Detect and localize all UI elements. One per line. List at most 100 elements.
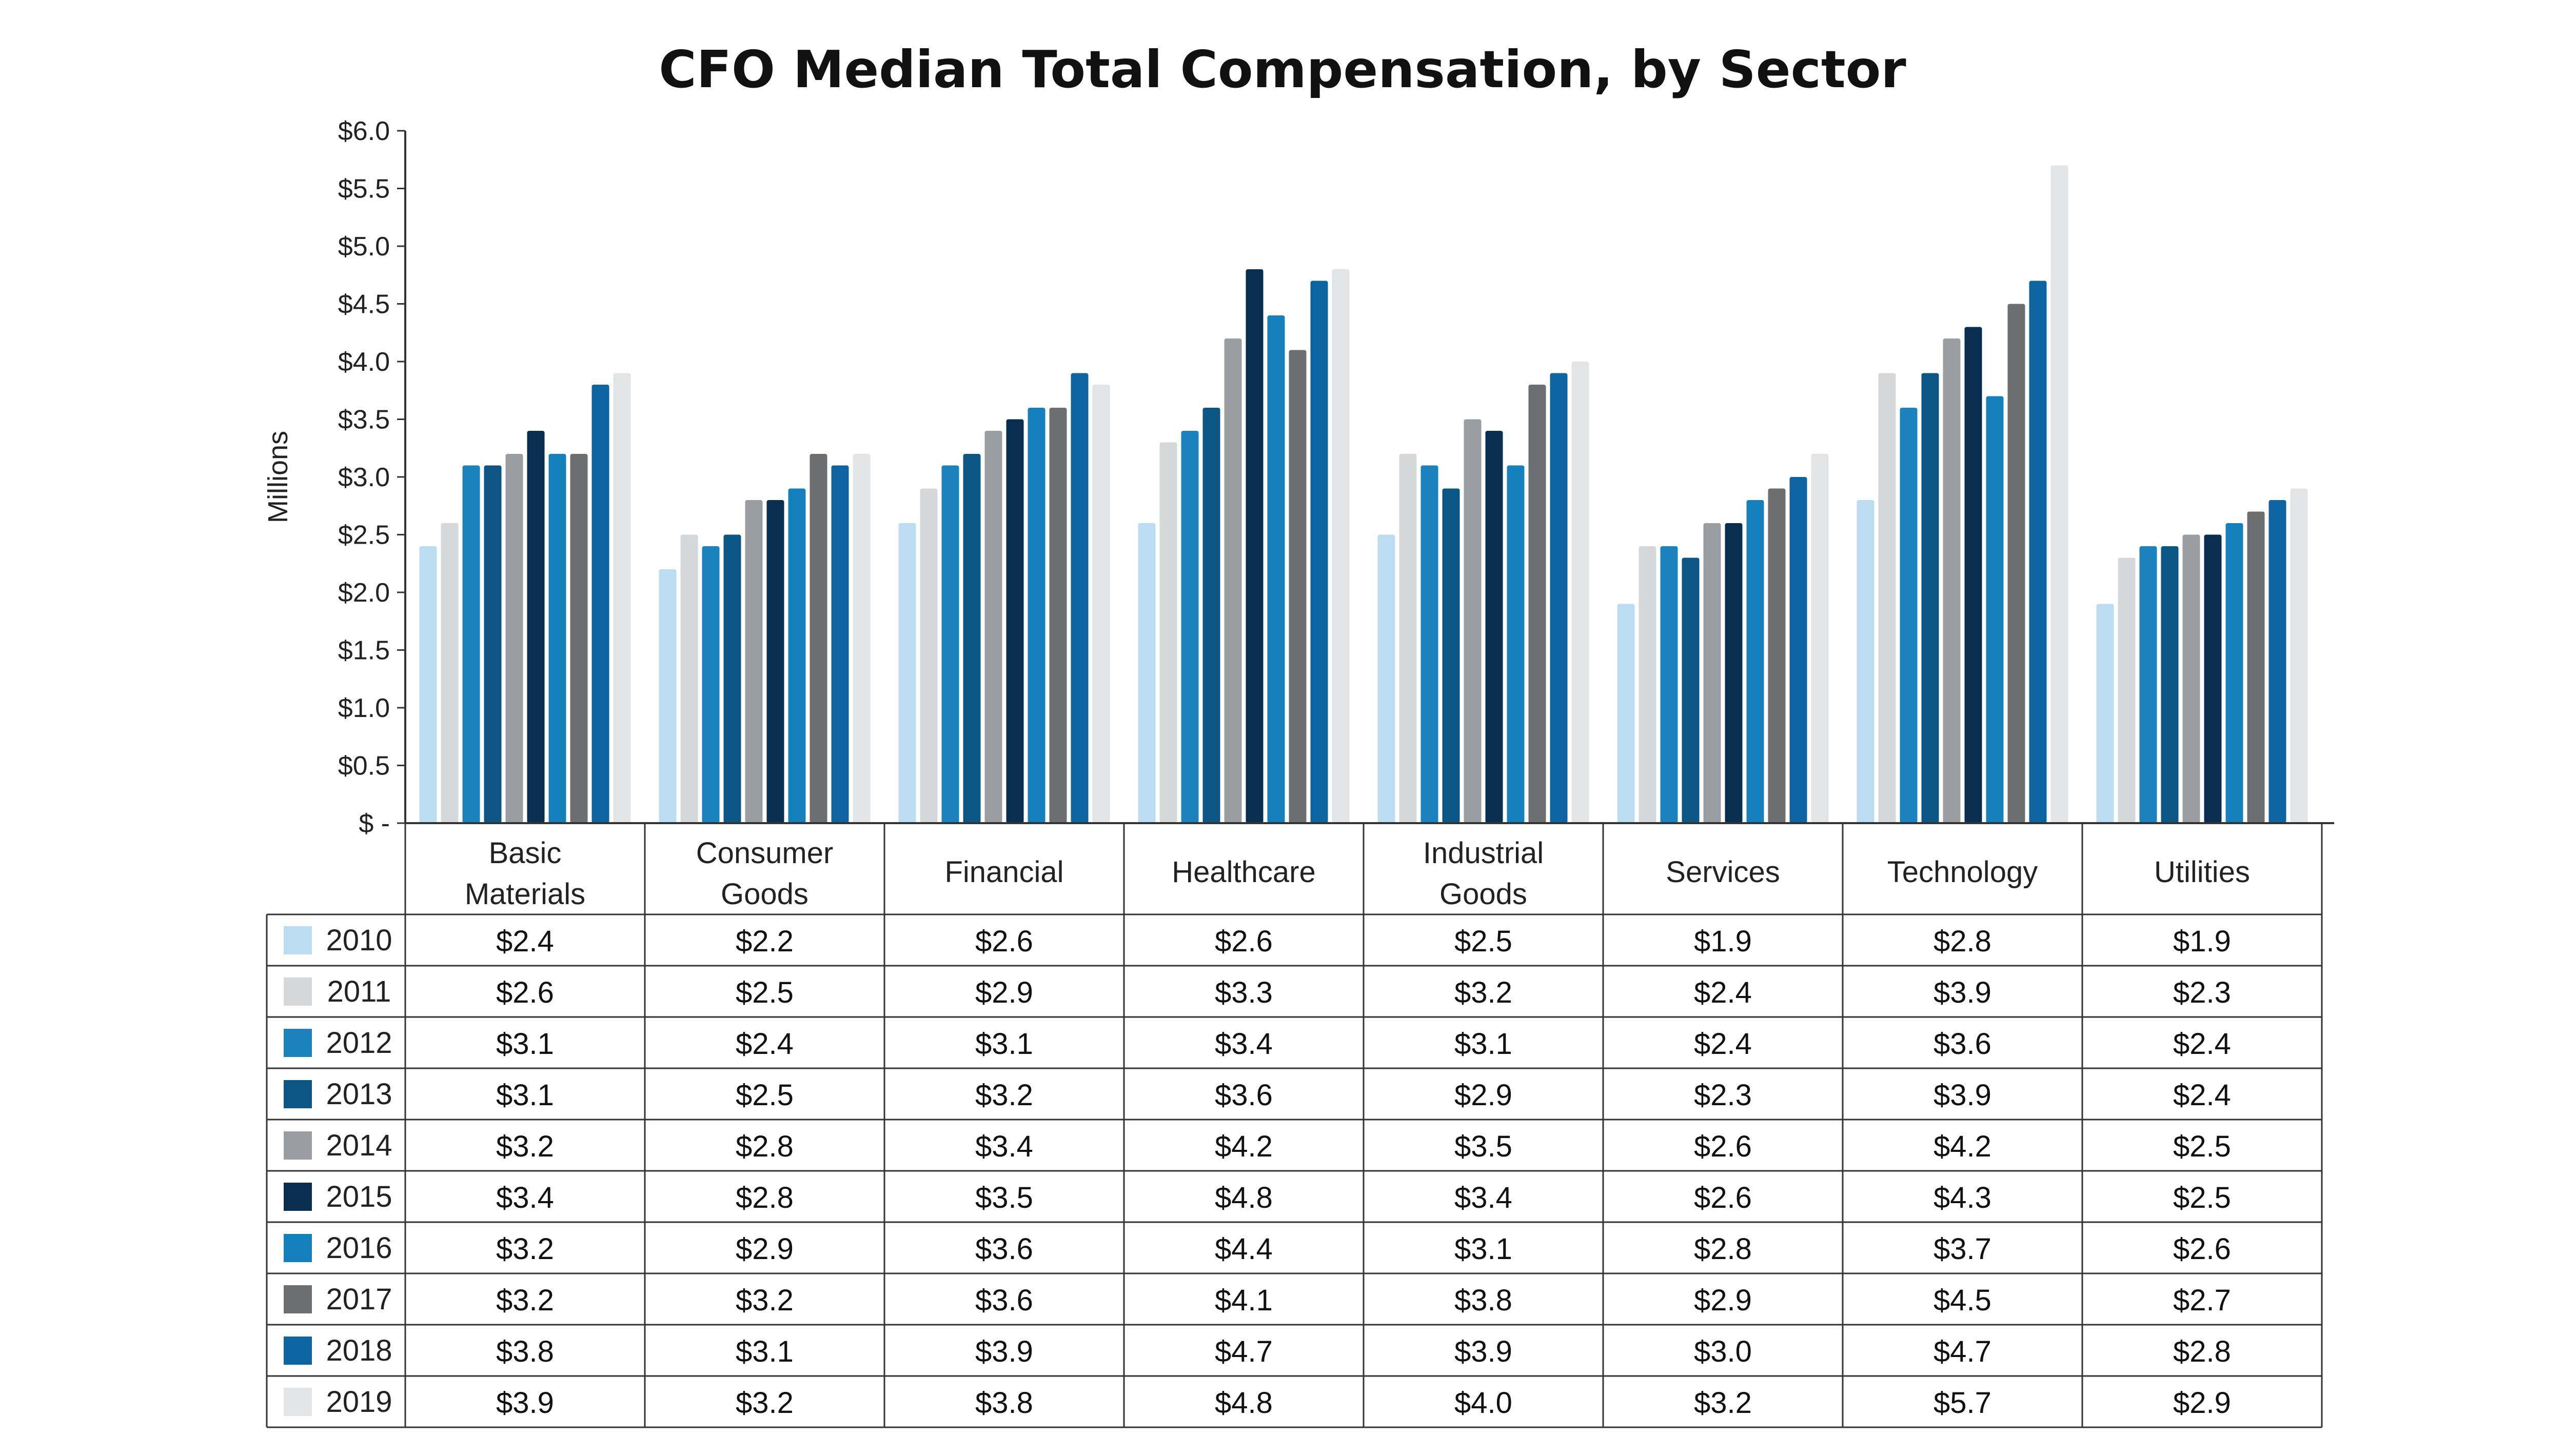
legend-year-label: 2019 [326, 1385, 392, 1419]
table-cell-value: $4.2 [1933, 1130, 1991, 1163]
bar [898, 523, 916, 823]
table-cell-value: $2.8 [1933, 925, 1991, 958]
table-cell-value: $3.3 [1215, 976, 1273, 1009]
table-cell-value: $2.5 [1454, 925, 1512, 958]
table-cell-value: $2.7 [2173, 1284, 2231, 1317]
bar [1092, 385, 1110, 823]
table-cell-value: $2.8 [736, 1130, 794, 1163]
bar [2050, 165, 2068, 823]
table-cell-value: $2.6 [2173, 1232, 2231, 1266]
bar [2204, 534, 2222, 823]
table-cell-value: $2.9 [1694, 1284, 1752, 1317]
bar [1943, 338, 1961, 823]
table-cell-value: $2.9 [736, 1232, 794, 1266]
table-cell-value: $3.5 [975, 1181, 1033, 1214]
y-tick-label: $6.0 [338, 116, 390, 146]
table-cell-value: $3.1 [736, 1335, 794, 1368]
table-cell-value: $2.4 [1694, 1027, 1752, 1061]
bar [1442, 488, 1460, 823]
table-cell-value: $4.5 [1933, 1284, 1991, 1317]
bar [1399, 454, 1417, 823]
bar [1528, 385, 1546, 823]
bar [570, 454, 588, 823]
table-cell-value: $2.4 [736, 1027, 794, 1061]
legend-year-label: 2015 [326, 1180, 392, 1213]
bar [1639, 546, 1656, 823]
bar [702, 546, 720, 823]
table-cell-value: $4.0 [1454, 1386, 1512, 1420]
table-cell-value: $3.4 [1215, 1027, 1273, 1061]
bar [1789, 477, 1807, 823]
category-label: Healthcare [1172, 855, 1315, 889]
table-cell-value: $2.6 [1215, 925, 1273, 958]
bar [1986, 396, 2004, 823]
bar [984, 431, 1002, 823]
category-label-line: Consumer [696, 836, 834, 870]
category-label-line: Services [1666, 855, 1780, 889]
legend-swatch [284, 1183, 312, 1211]
bar [1571, 362, 1589, 823]
table-cell-value: $3.1 [496, 1027, 554, 1061]
legend-swatch [284, 926, 312, 954]
category-label: Financial [944, 855, 1063, 889]
bar [419, 546, 437, 823]
bar [1507, 465, 1525, 823]
table-cell-value: $3.6 [1933, 1027, 1991, 1061]
table-cell-value: $3.1 [496, 1079, 554, 1112]
bar [1682, 557, 1700, 823]
y-tick-label: $5.0 [338, 232, 390, 262]
bar [441, 523, 459, 823]
table-cell-value: $3.6 [975, 1284, 1033, 1317]
bar [591, 385, 609, 823]
bar [484, 465, 502, 823]
bar [1377, 534, 1395, 823]
bar [2139, 546, 2157, 823]
bar [2096, 604, 2114, 823]
table-cell-value: $2.4 [1694, 976, 1752, 1009]
table-cell-value: $2.9 [975, 976, 1033, 1009]
legend-year-label: 2011 [327, 975, 391, 1008]
table-cell-value: $3.9 [1933, 976, 1991, 1009]
table-cell-value: $2.9 [2173, 1386, 2231, 1420]
table-cell-value: $3.2 [496, 1130, 554, 1163]
table-cell-value: $1.9 [2173, 925, 2231, 958]
legend-year-label: 2010 [326, 924, 392, 957]
legend-swatch [284, 1131, 312, 1160]
bar [1900, 408, 1918, 823]
table-cell-value: $2.8 [1694, 1232, 1752, 1266]
table-cell-value: $2.4 [2173, 1079, 2231, 1112]
table-cell-value: $4.7 [1933, 1335, 1991, 1368]
bar [527, 431, 545, 823]
bar [1485, 431, 1503, 823]
category-label-line: Utilities [2154, 855, 2250, 889]
bar [548, 454, 566, 823]
bar [1964, 327, 1982, 823]
table-cell-value: $3.2 [496, 1284, 554, 1317]
table-cell-value: $4.1 [1215, 1284, 1273, 1317]
bar [680, 534, 698, 823]
table-cell-value: $3.2 [736, 1386, 794, 1420]
bar [1746, 500, 1764, 823]
category-label-line: Healthcare [1172, 855, 1315, 889]
legend-swatch [284, 978, 312, 1006]
y-tick-label: $4.0 [338, 347, 390, 377]
bar [920, 488, 938, 823]
table-cell-value: $3.8 [1454, 1284, 1512, 1317]
category-label: Technology [1887, 855, 2038, 889]
legend-swatch [284, 1337, 312, 1365]
bar [1202, 408, 1220, 823]
table-cell-value: $3.4 [975, 1130, 1033, 1163]
legend-year-label: 2016 [326, 1231, 392, 1265]
bar [1768, 488, 1786, 823]
table-cell-value: $3.2 [975, 1079, 1033, 1112]
y-tick-label: $0.5 [338, 751, 390, 781]
bar [1857, 500, 1875, 823]
y-tick-label: $2.5 [338, 521, 390, 550]
y-axis: $ - $0.5 $1.0 $1.5 $2.0 $2.5 $3.0 $3.5 $4.0 $4.5 $… [338, 116, 406, 839]
legend-swatch [284, 1080, 312, 1108]
table-cell-value: $3.8 [975, 1386, 1033, 1420]
table-cell-value: $3.9 [496, 1386, 554, 1420]
bar [1550, 373, 1568, 823]
bar [2290, 488, 2308, 823]
table-cell-value: $3.6 [1215, 1079, 1273, 1112]
